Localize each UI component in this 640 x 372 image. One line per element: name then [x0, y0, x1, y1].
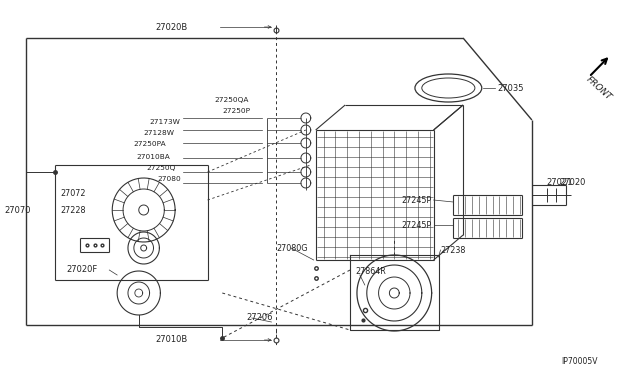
Text: 27864R: 27864R: [355, 267, 386, 276]
Text: 27020F: 27020F: [66, 266, 97, 275]
Text: 27080G: 27080G: [276, 244, 308, 253]
Text: 27206: 27206: [247, 314, 273, 323]
Text: 27080: 27080: [157, 176, 181, 182]
Text: IP70005V: IP70005V: [561, 357, 598, 366]
Text: 27010B: 27010B: [156, 336, 188, 344]
Text: 27070: 27070: [4, 205, 31, 215]
Text: 27010BA: 27010BA: [136, 154, 170, 160]
Text: 27250Q: 27250Q: [147, 165, 176, 171]
Text: 27021: 27021: [547, 177, 573, 186]
Text: 27250P: 27250P: [222, 108, 250, 114]
Text: 27250PA: 27250PA: [134, 141, 166, 147]
Text: 27128W: 27128W: [143, 130, 174, 136]
Text: 27238: 27238: [440, 246, 466, 254]
Text: 27072: 27072: [60, 189, 86, 198]
Text: FRONT: FRONT: [584, 74, 613, 102]
Text: 27250QA: 27250QA: [214, 97, 249, 103]
Text: 27245P: 27245P: [401, 196, 431, 205]
Text: 27020B: 27020B: [156, 22, 188, 32]
Text: 27228: 27228: [60, 205, 86, 215]
Text: 27245P: 27245P: [401, 221, 431, 230]
Text: 27020: 27020: [559, 177, 586, 186]
Text: 27173W: 27173W: [149, 119, 180, 125]
Text: 27035: 27035: [497, 83, 524, 93]
